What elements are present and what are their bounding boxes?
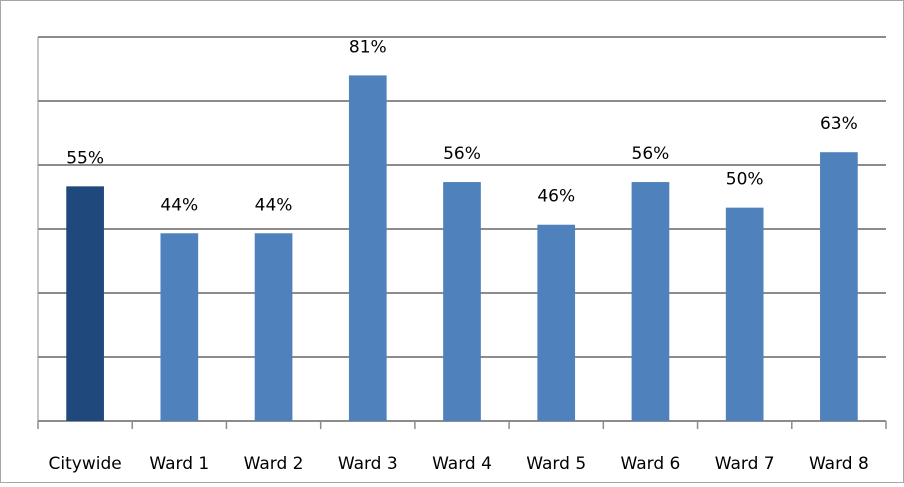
x-tick-label: Citywide: [49, 454, 122, 474]
x-tick-label: Ward 5: [526, 454, 586, 474]
x-tick-label: Ward 6: [621, 454, 681, 474]
x-tick-label: Ward 2: [244, 454, 304, 474]
x-tick-label: Ward 4: [432, 454, 492, 474]
data-label: 56%: [443, 144, 481, 164]
bar: [725, 207, 764, 421]
x-tick-label: Ward 3: [338, 454, 398, 474]
data-label: 56%: [632, 144, 670, 164]
bar: [820, 152, 858, 421]
bar: [537, 224, 576, 421]
bar: [631, 182, 670, 421]
data-label: 81%: [349, 37, 387, 57]
data-label: 50%: [726, 170, 764, 190]
x-tick-label: Ward 8: [809, 454, 869, 474]
bar: [254, 233, 293, 421]
bar: [443, 182, 481, 421]
data-label: 63%: [820, 114, 858, 134]
data-label: 44%: [160, 195, 198, 215]
x-tick-label: Ward 1: [149, 454, 209, 474]
data-label: 55%: [66, 148, 104, 168]
bar: [66, 186, 104, 421]
bar: [348, 75, 387, 422]
bar: [160, 233, 199, 421]
data-label: 44%: [255, 195, 293, 215]
x-tick-label: Ward 7: [715, 454, 775, 474]
data-label: 46%: [537, 187, 575, 207]
